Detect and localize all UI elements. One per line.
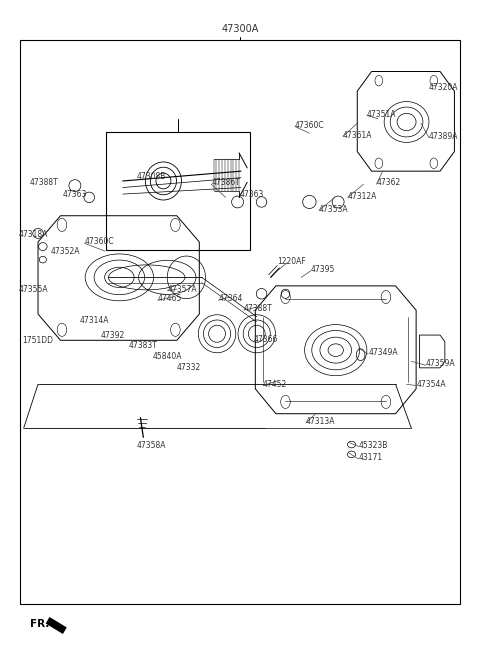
Text: 47314A: 47314A	[80, 316, 109, 325]
Text: 47318A: 47318A	[19, 230, 48, 239]
Bar	[106, 132, 250, 250]
Text: 47300A: 47300A	[221, 24, 259, 34]
Text: 47465: 47465	[157, 294, 182, 304]
Text: 47351A: 47351A	[367, 110, 396, 119]
Text: 47452: 47452	[263, 380, 287, 389]
Text: 47389A: 47389A	[429, 132, 458, 141]
Text: 47362: 47362	[376, 179, 401, 187]
Text: 47355A: 47355A	[19, 284, 48, 294]
Text: 1751DD: 1751DD	[22, 336, 53, 345]
Text: 47313A: 47313A	[306, 417, 336, 426]
Text: 47360C: 47360C	[295, 121, 324, 130]
Text: 47364: 47364	[218, 294, 243, 304]
Text: 47312A: 47312A	[348, 192, 377, 200]
Text: 47388T: 47388T	[29, 179, 58, 187]
Text: 47357A: 47357A	[167, 284, 197, 294]
Text: 47359A: 47359A	[426, 359, 456, 369]
Text: 43171: 43171	[359, 453, 383, 462]
Text: 47363: 47363	[63, 190, 87, 198]
Text: 47352A: 47352A	[51, 246, 81, 256]
Text: 1220AF: 1220AF	[277, 257, 306, 266]
Text: 47332: 47332	[177, 363, 201, 373]
Text: 47320A: 47320A	[429, 83, 458, 92]
Text: 47308B: 47308B	[137, 172, 166, 181]
Text: 47361A: 47361A	[343, 131, 372, 139]
Text: 47383T: 47383T	[129, 341, 158, 350]
Text: 47354A: 47354A	[416, 380, 446, 389]
Text: 47360C: 47360C	[84, 237, 114, 246]
Text: FR.: FR.	[30, 618, 50, 629]
Text: 47349A: 47349A	[368, 348, 398, 357]
Text: 47392: 47392	[100, 330, 124, 340]
Text: 47395: 47395	[311, 265, 335, 274]
Bar	[20, 40, 460, 604]
Text: 45840A: 45840A	[153, 351, 182, 361]
Text: 47386T: 47386T	[211, 179, 240, 187]
Text: 47388T: 47388T	[244, 304, 273, 313]
Text: 47363: 47363	[240, 190, 264, 198]
Text: 45323B: 45323B	[359, 441, 388, 449]
Text: 47358A: 47358A	[137, 441, 167, 449]
Text: 47366: 47366	[253, 335, 278, 344]
Polygon shape	[46, 617, 67, 634]
Text: 47353A: 47353A	[319, 205, 348, 214]
